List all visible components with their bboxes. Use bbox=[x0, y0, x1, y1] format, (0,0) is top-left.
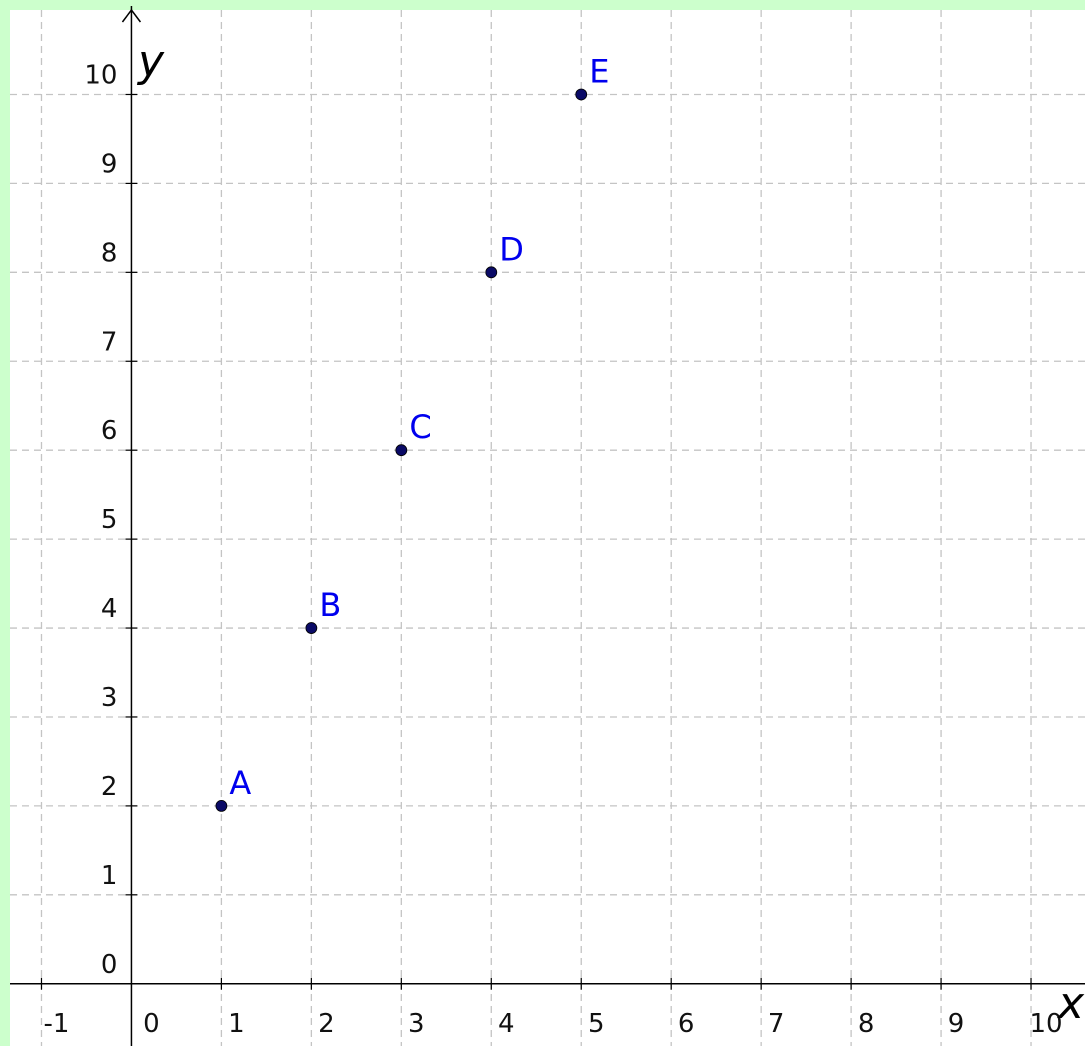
data-point-marker bbox=[575, 88, 588, 101]
y-tick-label: 0 bbox=[101, 950, 118, 980]
x-tick-label: 3 bbox=[408, 1009, 425, 1039]
x-tick-label: 9 bbox=[948, 1009, 965, 1039]
y-tick-label: 7 bbox=[101, 327, 118, 357]
data-point: A bbox=[215, 764, 251, 812]
x-tick-label: 10 bbox=[1029, 1009, 1062, 1039]
y-tick-label: 10 bbox=[84, 60, 117, 90]
data-points: A B C D E bbox=[215, 52, 609, 812]
y-tick-label: 1 bbox=[101, 861, 118, 891]
y-tick-label: 5 bbox=[101, 505, 118, 535]
x-tick-label: 2 bbox=[318, 1009, 335, 1039]
data-point-label: D bbox=[499, 230, 524, 268]
data-point: E bbox=[575, 52, 609, 101]
data-point: D bbox=[485, 230, 524, 279]
x-tick-label: 6 bbox=[678, 1009, 695, 1039]
data-point-marker bbox=[485, 266, 498, 279]
grid-lines bbox=[10, 10, 1085, 1046]
data-point-label: C bbox=[409, 408, 431, 446]
data-point-marker bbox=[305, 622, 318, 634]
data-point-label: B bbox=[319, 586, 341, 624]
y-tick-label: 9 bbox=[101, 149, 118, 179]
y-tick-labels: 0 1 2 3 4 5 6 7 8 9 10 bbox=[84, 60, 117, 979]
x-tick-label: 4 bbox=[498, 1009, 515, 1039]
data-point-label: A bbox=[229, 764, 251, 802]
y-tick-label: 8 bbox=[101, 238, 118, 268]
y-tick-label: 2 bbox=[101, 772, 118, 802]
x-axis-title: x bbox=[1056, 978, 1085, 1029]
data-point: C bbox=[395, 408, 432, 457]
x-tick-label: 1 bbox=[228, 1009, 245, 1039]
y-axis-title: y bbox=[136, 36, 165, 87]
data-point-label: E bbox=[589, 52, 609, 90]
y-tick-label: 3 bbox=[101, 683, 118, 713]
x-tick-label: 8 bbox=[858, 1009, 875, 1039]
x-tick-labels: -1 0 1 2 3 4 5 6 7 8 9 10 bbox=[44, 1009, 1063, 1039]
y-tick-label: 4 bbox=[101, 594, 118, 624]
data-point-marker bbox=[395, 444, 408, 457]
x-tick-label: 7 bbox=[768, 1009, 785, 1039]
x-tick-label: 5 bbox=[588, 1009, 605, 1039]
plot-background bbox=[10, 10, 1085, 1046]
data-point-marker bbox=[215, 799, 228, 812]
axes bbox=[10, 6, 1085, 1046]
data-point: B bbox=[305, 586, 341, 634]
y-axis-arrow bbox=[121, 8, 142, 23]
y-tick-label: 6 bbox=[101, 416, 118, 446]
x-tick-label: 0 bbox=[143, 1009, 160, 1039]
x-tick-label: -1 bbox=[44, 1009, 70, 1039]
